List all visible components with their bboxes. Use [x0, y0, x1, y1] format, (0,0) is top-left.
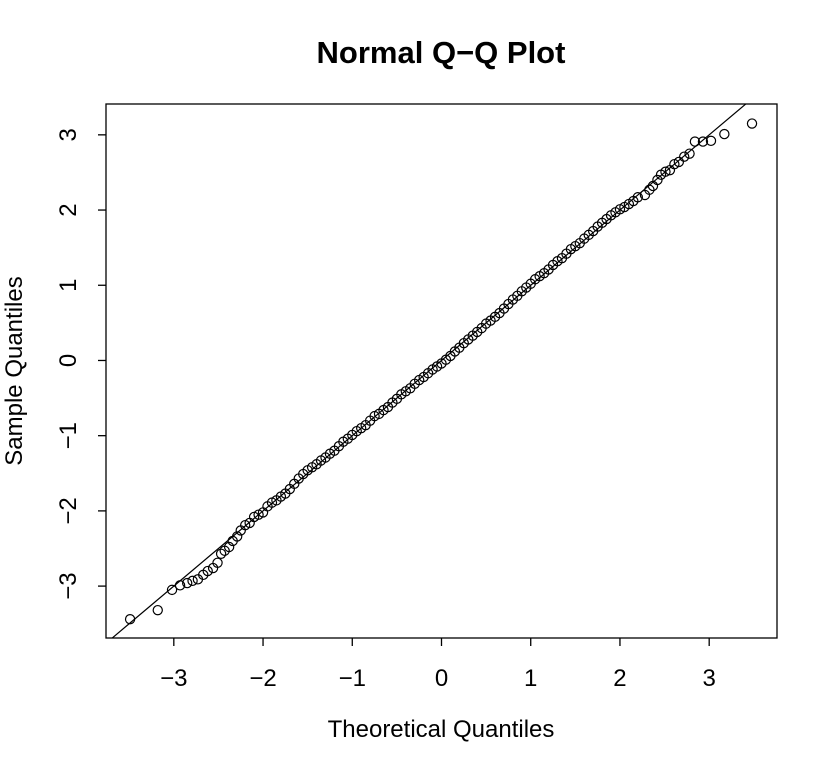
chart-title: Normal Q−Q Plot	[317, 35, 566, 70]
y-tick-label: −1	[55, 422, 82, 449]
point	[231, 531, 243, 542]
x-tick-label: −2	[249, 665, 276, 692]
point	[202, 565, 213, 577]
y-tick-label: 1	[55, 279, 82, 292]
y-axis-label: Sample Quantiles	[1, 276, 28, 465]
point	[684, 148, 695, 159]
x-tick-label: −1	[339, 665, 366, 692]
x-tick-label: −3	[160, 665, 187, 692]
y-tick-label: −3	[55, 572, 82, 599]
x-tick-label: 1	[524, 665, 537, 692]
y-tick-label: 2	[55, 203, 82, 216]
x-tick-label: 2	[613, 665, 626, 692]
point	[212, 557, 223, 568]
point	[644, 184, 655, 195]
plot-area	[111, 104, 758, 638]
point	[152, 604, 163, 616]
point	[705, 135, 717, 147]
point	[660, 166, 671, 177]
y-tick-label: −2	[55, 497, 82, 524]
y-tick-label: 3	[55, 128, 82, 141]
x-tick-label: 3	[703, 665, 716, 692]
point	[697, 136, 709, 147]
point	[124, 613, 136, 625]
point	[652, 174, 663, 186]
point	[673, 156, 685, 168]
y-tick-label: 0	[55, 354, 82, 367]
point	[166, 584, 178, 596]
point	[679, 151, 690, 162]
point	[689, 136, 701, 147]
point	[174, 580, 186, 591]
point	[181, 577, 193, 589]
x-axis-label: Theoretical Quantiles	[328, 716, 555, 743]
point	[719, 128, 730, 140]
x-tick-label: 0	[435, 665, 448, 692]
point	[632, 192, 644, 203]
point	[215, 548, 227, 559]
point	[187, 575, 198, 587]
point	[746, 118, 758, 129]
point	[223, 541, 235, 553]
